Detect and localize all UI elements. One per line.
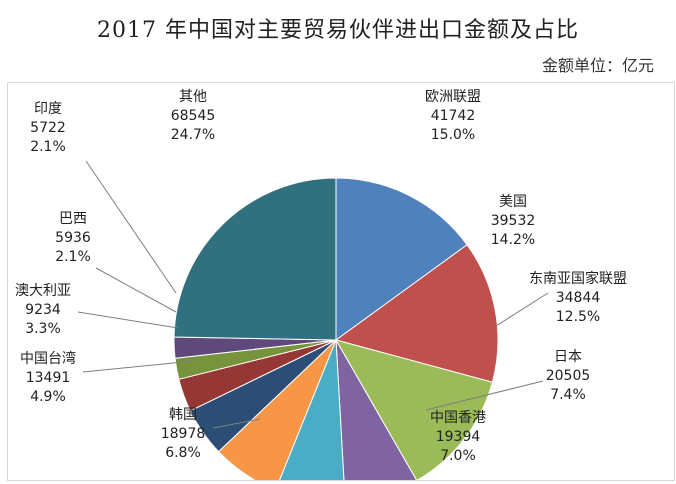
leader-line — [77, 311, 179, 329]
slice-label-value: 34844 — [556, 290, 601, 306]
slice-label-percent: 14.2% — [491, 232, 535, 248]
leader-line — [425, 380, 544, 411]
slice-label-value: 9234 — [25, 302, 61, 318]
leader-line — [85, 160, 177, 294]
slice-label-percent: 6.8% — [165, 445, 201, 461]
slice-label-percent: 2.1% — [30, 139, 66, 155]
slice-label-value: 41742 — [431, 108, 476, 124]
slice-label-name: 东南亚国家联盟 — [529, 270, 627, 287]
slice-label-percent: 3.3% — [25, 321, 61, 337]
slice-label-name: 其他 — [179, 89, 207, 105]
slice-label-value: 68545 — [171, 108, 216, 124]
slice-label-name: 巴西 — [59, 211, 87, 227]
slice-label-name: 澳大利亚 — [15, 283, 71, 299]
slice-label-percent: 12.5% — [556, 309, 600, 325]
leader-line — [95, 267, 177, 313]
unit-label: 金额单位：亿元 — [541, 56, 654, 75]
slice-label-value: 5936 — [55, 230, 91, 246]
slice-label-value: 5722 — [30, 120, 66, 136]
leader-line — [495, 292, 549, 327]
slice-label-percent: 7.0% — [440, 448, 476, 464]
chart-title: 2017 年中国对主要贸易伙伴进出口金额及占比 — [97, 18, 579, 43]
slice-label-percent: 7.4% — [550, 387, 586, 403]
leader-line — [212, 418, 261, 429]
slice-label-name: 日本 — [554, 349, 582, 365]
slice-label-name: 韩国 — [169, 407, 197, 423]
slice-label-value: 13491 — [26, 370, 71, 386]
slice-label-value: 18978 — [161, 426, 206, 442]
slice-label-name: 美国 — [499, 194, 527, 210]
pie-slice — [334, 244, 499, 383]
pie-slice — [334, 339, 494, 482]
slice-label-percent: 24.7% — [171, 127, 215, 143]
slice-label-name: 中国香港 — [430, 410, 486, 426]
leader-line — [82, 360, 194, 373]
pie-chart: 欧洲联盟 41742 15.0% 美国 39532 14.2% 东南亚国家联盟 34844 12… — [15, 89, 627, 484]
pie-slice — [277, 339, 345, 484]
slice-label-value: 20505 — [546, 368, 591, 384]
slice-label-name: 中国台湾 — [20, 350, 76, 367]
slice-label-value: 39532 — [491, 213, 536, 229]
watermark: 风闻社区@曙光乍现 — [548, 456, 666, 471]
slice-label-name: 印度 — [34, 101, 62, 117]
slice-label-percent: 2.1% — [55, 249, 91, 265]
slice-label-value: 19394 — [436, 429, 481, 445]
pie-slice — [173, 177, 337, 341]
pie-slice — [335, 177, 468, 341]
slice-label-name: 欧洲联盟 — [425, 89, 481, 105]
slice-label-percent: 15.0% — [431, 127, 475, 143]
slice-label-percent: 4.9% — [30, 389, 66, 405]
plot-area: 欧洲联盟 41742 15.0% 美国 39532 14.2% 东南亚国家联盟 34844 12… — [7, 82, 675, 484]
